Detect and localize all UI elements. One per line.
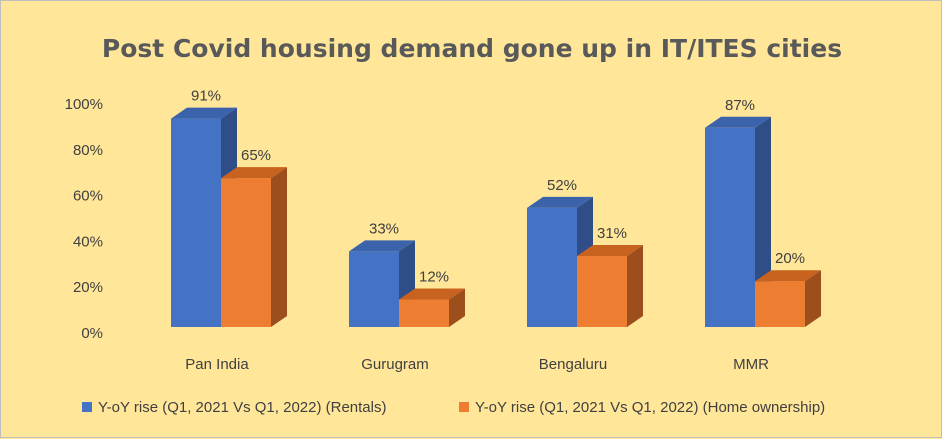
legend: Y-oY rise (Q1, 2021 Vs Q1, 2022) (Rental… [82,399,825,416]
category-label: MMR [733,356,769,373]
category-label: Bengaluru [539,356,607,373]
bar-front [221,178,271,327]
bar-top [349,240,415,252]
legend-entry: Y-oY rise (Q1, 2021 Vs Q1, 2022) (Home o… [475,399,825,416]
bar-home-ownership [399,288,465,327]
y-axis: 0% 20% 40% 60% 80% 100% [65,96,103,342]
data-label: 91% [191,88,221,105]
category-label: Pan India [185,356,249,373]
plot-area: 91% 65% 33% 12% 52% 31% 87% 20% [171,88,821,328]
bar-front [399,299,449,327]
bar-home-ownership [221,167,287,327]
chart-title: Post Covid housing demand gone up in IT/… [102,34,842,63]
data-label: 52% [547,177,577,194]
bar-top [527,196,593,208]
bar-front [755,281,805,327]
data-label: 31% [597,225,627,242]
y-tick-label: 0% [81,325,103,342]
category-label: Gurugram [361,356,429,373]
bar-top [399,288,465,300]
data-label: 87% [725,97,755,114]
bar-side [271,167,287,327]
data-label: 33% [369,220,399,237]
legend-swatch [82,402,92,412]
data-label: 20% [775,250,805,267]
x-axis: Pan India Gurugram Bengaluru MMR [185,356,769,373]
bar-front [171,118,221,327]
bar-top [705,116,771,128]
bar-top [577,245,643,257]
bar-home-ownership [577,245,643,327]
y-tick-label: 60% [73,188,103,205]
y-tick-label: 20% [73,279,103,296]
legend-entry: Y-oY rise (Q1, 2021 Vs Q1, 2022) (Rental… [98,399,386,416]
bar-side [805,270,821,327]
bar-front [705,127,755,328]
bar-top [221,167,287,179]
y-tick-label: 100% [65,96,103,113]
bar-front [349,251,399,327]
bar-front [527,207,577,327]
data-label: 12% [419,269,449,286]
bar-home-ownership [755,270,821,327]
legend-swatch [459,402,469,412]
bar-top [171,107,237,119]
bar-front [577,256,627,327]
y-tick-label: 80% [73,142,103,159]
bar-side [627,245,643,327]
bar-side [449,288,465,327]
bar-top [755,270,821,282]
y-tick-label: 40% [73,233,103,250]
data-label: 65% [241,147,271,164]
